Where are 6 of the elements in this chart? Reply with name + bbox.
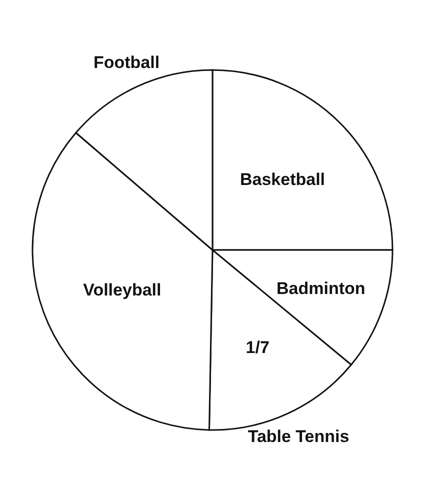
slice-label: Badminton — [276, 279, 366, 298]
data-label: 1/7 — [246, 338, 270, 358]
slice-label: Football — [93, 52, 160, 72]
slice-label: Table Tennis — [248, 427, 350, 446]
slice-label: Basketball — [240, 170, 326, 189]
slice-label: Volleyball — [83, 280, 162, 300]
